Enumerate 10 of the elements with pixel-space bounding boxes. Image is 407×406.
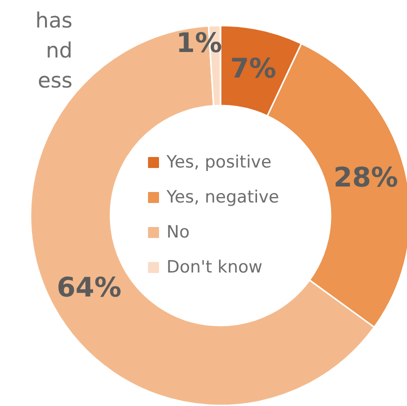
data-label: 7% <box>230 54 276 85</box>
data-label: 28% <box>333 162 398 194</box>
text: ess <box>38 68 73 92</box>
text: has <box>35 8 73 32</box>
legend-label: Yes, positive <box>166 152 272 172</box>
legend-label: Yes, negative <box>166 188 280 208</box>
legend-label: Don't know <box>166 258 263 278</box>
legend-label: No <box>166 222 190 242</box>
data-label: 64% <box>56 272 122 304</box>
text: nd <box>46 38 72 62</box>
